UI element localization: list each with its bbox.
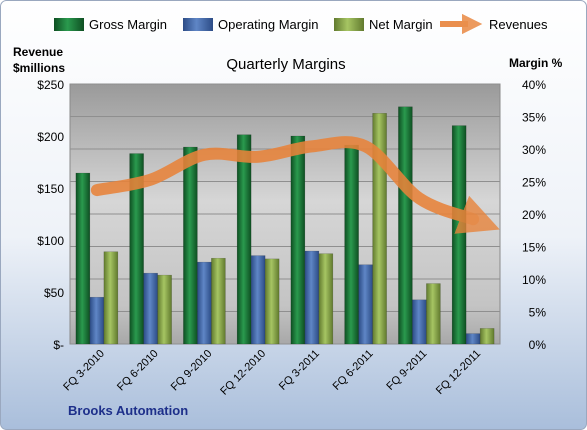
right-tick-label: 5% xyxy=(529,306,547,320)
bar-operating-margin xyxy=(197,261,212,345)
bar-net-margin xyxy=(479,328,495,345)
bar-gross-margin xyxy=(236,134,252,345)
bar-gross-margin xyxy=(290,135,306,345)
bars xyxy=(75,106,495,345)
left-axis-title-line1: Revenue xyxy=(13,45,63,59)
left-tick-label: $150 xyxy=(37,182,64,196)
right-tick-label: 20% xyxy=(522,208,546,222)
bar-gross-margin xyxy=(183,146,198,345)
bar-gross-margin xyxy=(451,125,467,345)
legend-swatch-gross-margin xyxy=(54,18,84,31)
right-axis-title: Margin % xyxy=(509,56,563,70)
bar-gross-margin xyxy=(344,144,359,345)
revenue-line xyxy=(90,136,500,234)
bar-operating-margin xyxy=(250,255,266,345)
legend-swatch-net-margin xyxy=(334,18,364,31)
footer-label: Brooks Automation xyxy=(68,403,188,418)
left-axis-title-line2: $millions xyxy=(13,61,65,75)
left-tick-label: $250 xyxy=(37,78,64,92)
bar-net-margin xyxy=(211,257,226,345)
bar-operating-margin xyxy=(412,299,427,345)
bar-net-margin xyxy=(426,283,441,345)
right-tick-label: 10% xyxy=(522,273,546,287)
right-tick-label: 15% xyxy=(522,241,546,255)
legend-label-gross-margin: Gross Margin xyxy=(89,17,167,32)
bar-net-margin xyxy=(318,253,334,345)
right-tick-label: 0% xyxy=(529,338,547,352)
bar-gross-margin xyxy=(129,153,144,345)
right-tick-label: 35% xyxy=(522,111,546,125)
bar-net-margin xyxy=(264,258,280,345)
left-axis-ticks: $- $50 $100 $150 $200 $250 xyxy=(37,78,64,352)
legend-label-net-margin: Net Margin xyxy=(369,17,433,32)
bar-operating-margin xyxy=(465,333,481,345)
legend-label-operating-margin: Operating Margin xyxy=(218,17,318,32)
revenues-line xyxy=(90,136,500,234)
left-tick-label: $100 xyxy=(37,234,64,248)
bar-gross-margin xyxy=(398,106,413,345)
bar-gross-margin xyxy=(75,172,91,345)
left-tick-label: $- xyxy=(53,338,64,352)
legend: Gross Margin Operating Margin Net Margin… xyxy=(54,13,548,35)
left-tick-label: $200 xyxy=(37,130,64,144)
chart-title: Quarterly Margins xyxy=(226,56,345,73)
bar-operating-margin xyxy=(143,272,158,345)
right-tick-label: 25% xyxy=(522,176,546,190)
right-tick-label: 30% xyxy=(522,143,546,157)
right-axis-ticks: 0% 5% 10% 15% 20% 25% 30% 35% 40% xyxy=(522,78,546,352)
bar-operating-margin xyxy=(89,296,105,345)
left-tick-label: $50 xyxy=(44,286,64,300)
legend-label-revenues: Revenues xyxy=(489,17,548,32)
bar-net-margin xyxy=(157,274,172,345)
legend-swatch-operating-margin xyxy=(183,18,213,31)
right-tick-label: 40% xyxy=(522,78,546,92)
bar-operating-margin xyxy=(358,264,373,345)
bar-net-margin xyxy=(103,251,119,345)
bar-net-margin xyxy=(372,113,387,345)
bar-operating-margin xyxy=(304,250,320,345)
